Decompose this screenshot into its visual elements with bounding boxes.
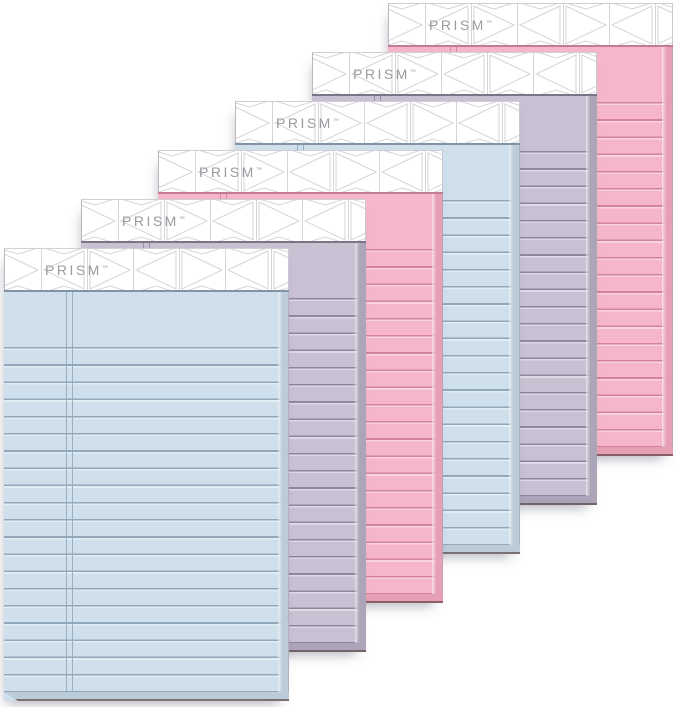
trademark-symbol: ™ bbox=[178, 215, 185, 222]
pad-header: PRISM™ bbox=[81, 199, 366, 241]
page-edge-right bbox=[586, 96, 597, 505]
brand-text: PRISM bbox=[122, 212, 179, 229]
prism-logo: PRISM™ bbox=[122, 213, 185, 229]
pad-header: PRISM™ bbox=[312, 52, 597, 94]
page-edge-right bbox=[509, 145, 520, 554]
brand-text: PRISM bbox=[276, 114, 333, 131]
pad-header: PRISM™ bbox=[235, 101, 520, 143]
triangle-pattern bbox=[236, 102, 519, 143]
pad-header: PRISM™ bbox=[4, 248, 289, 290]
triangle-pattern bbox=[82, 200, 365, 241]
brand-text: PRISM bbox=[45, 261, 102, 278]
trademark-symbol: ™ bbox=[485, 19, 492, 26]
brand-text: PRISM bbox=[199, 163, 256, 180]
page-edge-bottom bbox=[4, 692, 289, 701]
trademark-symbol: ™ bbox=[332, 117, 339, 124]
trademark-symbol: ™ bbox=[255, 166, 262, 173]
triangle-pattern bbox=[313, 53, 596, 94]
prism-logo: PRISM™ bbox=[353, 66, 416, 82]
prism-logo: PRISM™ bbox=[199, 164, 262, 180]
triangle-pattern bbox=[159, 151, 442, 192]
triangle-pattern bbox=[5, 249, 288, 290]
page-edge-right bbox=[432, 194, 443, 603]
triangle-pattern bbox=[389, 4, 672, 45]
pad-header: PRISM™ bbox=[388, 3, 673, 45]
prism-logo: PRISM™ bbox=[429, 17, 492, 33]
pad-header: PRISM™ bbox=[158, 150, 443, 192]
trademark-symbol: ™ bbox=[101, 264, 108, 271]
ruled-lines bbox=[4, 347, 288, 693]
margin-line bbox=[66, 292, 73, 695]
prism-logo: PRISM™ bbox=[45, 262, 108, 278]
brand-text: PRISM bbox=[429, 16, 486, 33]
pad-body bbox=[4, 290, 289, 701]
pad-1-front-blue: PRISM™ bbox=[4, 248, 289, 701]
brand-text: PRISM bbox=[353, 65, 410, 82]
prism-logo: PRISM™ bbox=[276, 115, 339, 131]
page-edge-right bbox=[355, 243, 366, 652]
page-edge-right bbox=[662, 47, 673, 456]
trademark-symbol: ™ bbox=[409, 68, 416, 75]
page-edge-right bbox=[278, 292, 289, 701]
